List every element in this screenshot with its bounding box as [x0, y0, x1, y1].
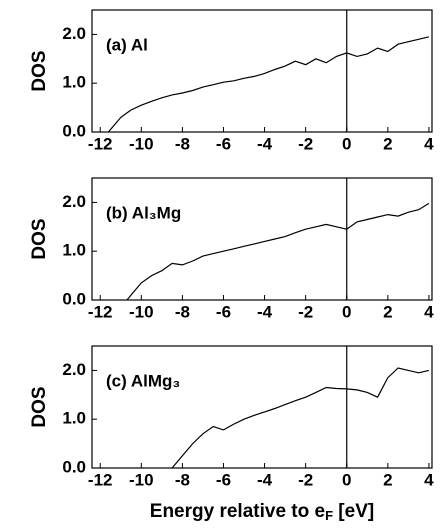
x-tick-label: -12: [88, 470, 113, 489]
x-tick-label: -6: [216, 134, 231, 153]
y-tick-label: 0.0: [62, 121, 86, 140]
plot-frame: [91, 9, 433, 133]
plot-frame: [91, 177, 433, 301]
x-axis-label-unit: [eV]: [333, 501, 374, 522]
y-tick-label: 1.0: [62, 409, 86, 428]
y-axis-label: DOS: [29, 386, 50, 427]
x-axis-label-main: Energy relative to e: [150, 501, 325, 522]
x-tick-label: 0: [342, 302, 351, 321]
x-tick-label: 0: [342, 134, 351, 153]
y-axis-label: DOS: [29, 50, 50, 91]
x-tick-label: 2: [383, 134, 392, 153]
y-tick-label: 0.0: [62, 289, 86, 308]
x-axis-label: Energy relative to eF [eV]: [150, 501, 374, 523]
panel-annotation: (b) Al₃Mg: [106, 203, 181, 222]
y-tick-label: 2.0: [62, 192, 86, 211]
dos-curve: [107, 36, 430, 133]
x-tick-label: 4: [424, 470, 434, 489]
x-tick-label: -12: [88, 134, 113, 153]
x-tick-label: 4: [424, 302, 434, 321]
x-tick-label: -10: [129, 134, 154, 153]
dos-curve: [171, 367, 430, 469]
x-tick-label: -6: [216, 470, 231, 489]
plot-frame: [91, 345, 433, 469]
x-tick-label: -8: [175, 134, 190, 153]
x-tick-label: -4: [257, 302, 273, 321]
x-tick-label: -8: [175, 470, 190, 489]
y-axis-label: DOS: [29, 218, 50, 259]
x-tick-label: -2: [298, 470, 313, 489]
x-tick-label: -12: [88, 302, 113, 321]
x-tick-label: -10: [129, 302, 154, 321]
y-tick-label: 1.0: [62, 241, 86, 260]
x-tick-label: -8: [175, 302, 190, 321]
x-axis-label-sub: F: [325, 508, 333, 523]
panel-annotation: (c) AlMg₃: [106, 371, 180, 390]
x-tick-label: -2: [298, 302, 313, 321]
x-tick-label: 2: [383, 470, 392, 489]
dos-curve: [126, 202, 430, 301]
y-tick-label: 2.0: [62, 360, 86, 379]
x-tick-label: -4: [257, 134, 273, 153]
x-tick-label: -10: [129, 470, 154, 489]
x-tick-label: 0: [342, 470, 351, 489]
x-tick-label: -2: [298, 134, 313, 153]
y-tick-label: 0.0: [62, 457, 86, 476]
x-tick-label: -4: [257, 470, 273, 489]
y-tick-label: 2.0: [62, 24, 86, 43]
x-tick-label: -6: [216, 302, 231, 321]
y-tick-label: 1.0: [62, 73, 86, 92]
x-tick-label: 4: [424, 134, 434, 153]
panel-annotation: (a) Al: [106, 35, 148, 54]
x-tick-label: 2: [383, 302, 392, 321]
